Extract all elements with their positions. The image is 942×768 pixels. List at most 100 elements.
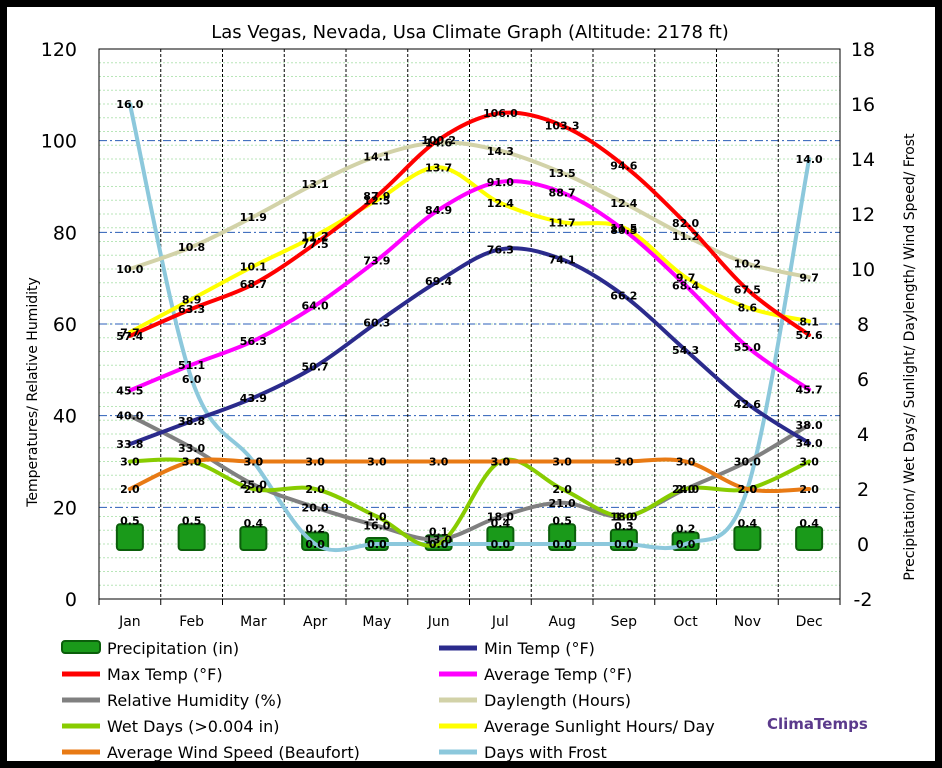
data-label: 16.0	[363, 520, 390, 533]
data-label: 1.0	[367, 511, 387, 524]
y-tick-label-left: 20	[53, 497, 77, 519]
legend-label: Average Sunlight Hours/ Day	[484, 717, 715, 736]
x-tick-label: Oct	[674, 614, 699, 630]
data-label: 88.7	[549, 186, 576, 199]
data-label: 0.2	[305, 523, 325, 536]
data-label: 57.6	[796, 329, 823, 342]
series-min-temp-f	[127, 246, 812, 447]
legend-label: Min Temp (°F)	[484, 639, 595, 658]
precipitation-bar	[733, 526, 762, 551]
series-average-wind-speed-beaufort	[127, 457, 812, 494]
x-tick-label: Dec	[796, 614, 823, 630]
x-tick-label: Aug	[548, 614, 575, 630]
data-label: 0.0	[429, 538, 449, 551]
data-label: 12.4	[610, 197, 637, 210]
data-label: 51.1	[178, 359, 205, 372]
series-line	[127, 165, 812, 335]
legend-item: Days with Frost	[439, 743, 607, 761]
series-line	[127, 457, 812, 548]
data-label: 2.0	[244, 483, 264, 496]
precipitation-bar	[795, 526, 824, 551]
data-label: 82.0	[672, 217, 699, 230]
legend-item: Average Sunlight Hours/ Day	[439, 717, 715, 736]
chart-frame: Las Vegas, Nevada, Usa Climate Graph (Al…	[7, 7, 935, 761]
data-label: 0.4	[491, 517, 511, 530]
legend-label: Days with Frost	[484, 743, 607, 761]
y-tick-label-right: 2	[857, 479, 869, 501]
chart-title: Las Vegas, Nevada, Usa Climate Graph (Al…	[211, 22, 729, 43]
series-average-sunlight-hours-day	[127, 165, 812, 335]
data-label: 1.0	[614, 511, 634, 524]
data-label: 3.0	[244, 456, 264, 469]
data-label: 3.0	[552, 456, 572, 469]
legend-label: Wet Days (>0.004 in)	[107, 717, 279, 736]
data-label: 20.0	[302, 501, 329, 514]
data-label: 0.0	[614, 538, 634, 551]
climate-chart: Las Vegas, Nevada, Usa Climate Graph (Al…	[25, 22, 918, 761]
series-average-temp-f	[127, 179, 812, 393]
data-label: 13.5	[549, 167, 576, 180]
y-tick-label-right: 14	[851, 149, 875, 171]
data-label: 66.2	[610, 290, 637, 303]
data-label: 42.6	[734, 398, 761, 411]
legend-item: Average Wind Speed (Beaufort)	[62, 743, 360, 761]
data-labels: 16.0 6.0 3.0 0.0 0.0 0.0 0.0 0.0 0.0 0.0 2.0 14.0 40…	[116, 98, 823, 551]
y-tick-label-right: 0	[857, 534, 869, 556]
y-tick-label-right: 10	[851, 259, 875, 281]
legend-item: Daylength (Hours)	[439, 691, 631, 710]
data-label: 0.0	[305, 538, 325, 551]
data-label: 3.0	[305, 456, 325, 469]
data-label: 45.7	[796, 384, 823, 397]
y-tick-label-left: 120	[41, 39, 77, 61]
brand-logo-text: ClimaTemps	[767, 715, 868, 733]
legend-item: Precipitation (in)	[61, 639, 239, 658]
data-label: 14.1	[363, 150, 390, 163]
x-tick-label: Jun	[427, 614, 450, 630]
data-label: 3.0	[429, 456, 449, 469]
data-label: 68.7	[240, 278, 267, 291]
data-label: 60.3	[363, 317, 390, 330]
data-label: 33.8	[116, 438, 143, 451]
data-label: 0.4	[799, 517, 819, 530]
data-label: 2.0	[738, 483, 758, 496]
legend-swatch	[61, 640, 101, 654]
y-tick-label-left: 100	[41, 131, 77, 153]
data-label: 0.0	[552, 538, 572, 551]
data-label: 55.0	[734, 341, 761, 354]
data-label: 12.5	[363, 194, 390, 207]
y-tick-label-right: 8	[857, 314, 869, 336]
data-label: 76.3	[487, 243, 514, 256]
data-label: 0.5	[120, 514, 140, 527]
legend-label: Average Wind Speed (Beaufort)	[107, 743, 360, 761]
x-tick-label: Apr	[303, 614, 327, 630]
data-label: 24.0	[672, 483, 699, 496]
data-label: 8.1	[799, 315, 819, 328]
data-label: 87.9	[363, 190, 390, 203]
data-label: 103.3	[545, 120, 580, 133]
data-label: 0.4	[738, 517, 758, 530]
y-axis-label-left: Temperatures/ Relative Humidity	[25, 277, 41, 508]
data-label: 3.0	[491, 456, 511, 469]
x-tick-label: May	[362, 614, 391, 630]
precipitation-bar	[115, 523, 144, 551]
data-label: 43.9	[240, 392, 267, 405]
data-label: 13.7	[425, 161, 452, 174]
data-label: 0.2	[676, 523, 696, 536]
plot-area: 0 20 40 60 80 100 120 -2 0 2 4 6 8 10 12 14 16 18 Jan Feb Ma…	[41, 39, 875, 630]
data-label: 11.2	[302, 230, 329, 243]
data-label: 6.0	[182, 373, 202, 386]
data-label: 8.6	[738, 302, 758, 315]
legend-item: Min Temp (°F)	[439, 639, 595, 658]
data-label: 0.0	[429, 538, 449, 551]
data-label: 9.7	[676, 271, 696, 284]
y-tick-label-left: 60	[53, 314, 77, 336]
y-tick-label-right: 12	[851, 204, 875, 226]
x-tick-label: Nov	[734, 614, 761, 630]
data-label: 7.7	[120, 326, 140, 339]
data-label: 2.0	[738, 483, 758, 496]
x-tick-label: Feb	[179, 614, 204, 630]
data-label: 33.0	[178, 442, 205, 455]
data-label: 10.2	[734, 258, 761, 271]
series-line	[127, 246, 812, 447]
data-label: 12.4	[487, 197, 514, 210]
